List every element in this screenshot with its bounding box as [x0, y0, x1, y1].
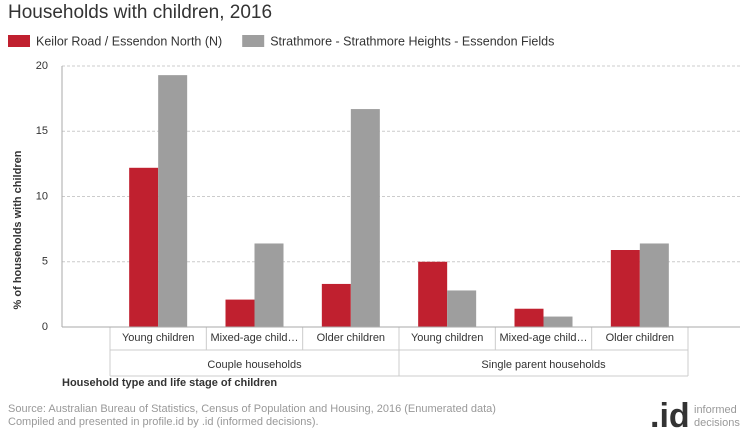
- legend-swatch: [8, 35, 30, 47]
- bar: [129, 167, 159, 327]
- source: Compiled and presented in profile.id by …: [8, 416, 319, 428]
- bar: [350, 109, 380, 327]
- group-label: Single parent households: [481, 359, 606, 371]
- bar: [254, 243, 284, 327]
- bar: [418, 261, 448, 327]
- bar: [321, 283, 351, 327]
- x-tick-label: Mixed-age child…: [210, 332, 298, 344]
- bar: [543, 316, 573, 327]
- y-tick-label: 10: [36, 190, 48, 202]
- y-tick-label: 15: [36, 125, 48, 137]
- bar: [225, 299, 255, 327]
- y-axis-label: % of households with children: [12, 150, 24, 309]
- x-tick-label: Mixed-age child…: [499, 332, 587, 344]
- x-axis-label: Household type and life stage of childre…: [62, 377, 277, 389]
- logo-mark: .id: [650, 397, 690, 435]
- legend-label: Strathmore - Strathmore Heights - Essend…: [270, 34, 554, 48]
- source: Source: Australian Bureau of Statistics,…: [8, 403, 496, 415]
- bar: [514, 308, 544, 327]
- x-tick-label: Older children: [606, 332, 674, 344]
- bar: [447, 290, 477, 327]
- group-label: Couple households: [207, 359, 302, 371]
- bar: [610, 250, 640, 327]
- x-tick-label: Young children: [122, 332, 194, 344]
- y-tick-label: 5: [42, 256, 48, 268]
- chart-title: Households with children, 2016: [8, 2, 272, 23]
- x-tick-label: Older children: [317, 332, 385, 344]
- logo-text: decisions: [694, 417, 740, 429]
- x-tick-label: Young children: [411, 332, 483, 344]
- y-tick-label: 0: [42, 321, 48, 333]
- legend-label: Keilor Road / Essendon North (N): [36, 34, 222, 48]
- legend-swatch: [242, 35, 265, 47]
- y-tick-label: 20: [36, 60, 48, 72]
- bar: [639, 243, 669, 327]
- bar: [158, 75, 188, 327]
- logo-text: informed: [694, 404, 737, 416]
